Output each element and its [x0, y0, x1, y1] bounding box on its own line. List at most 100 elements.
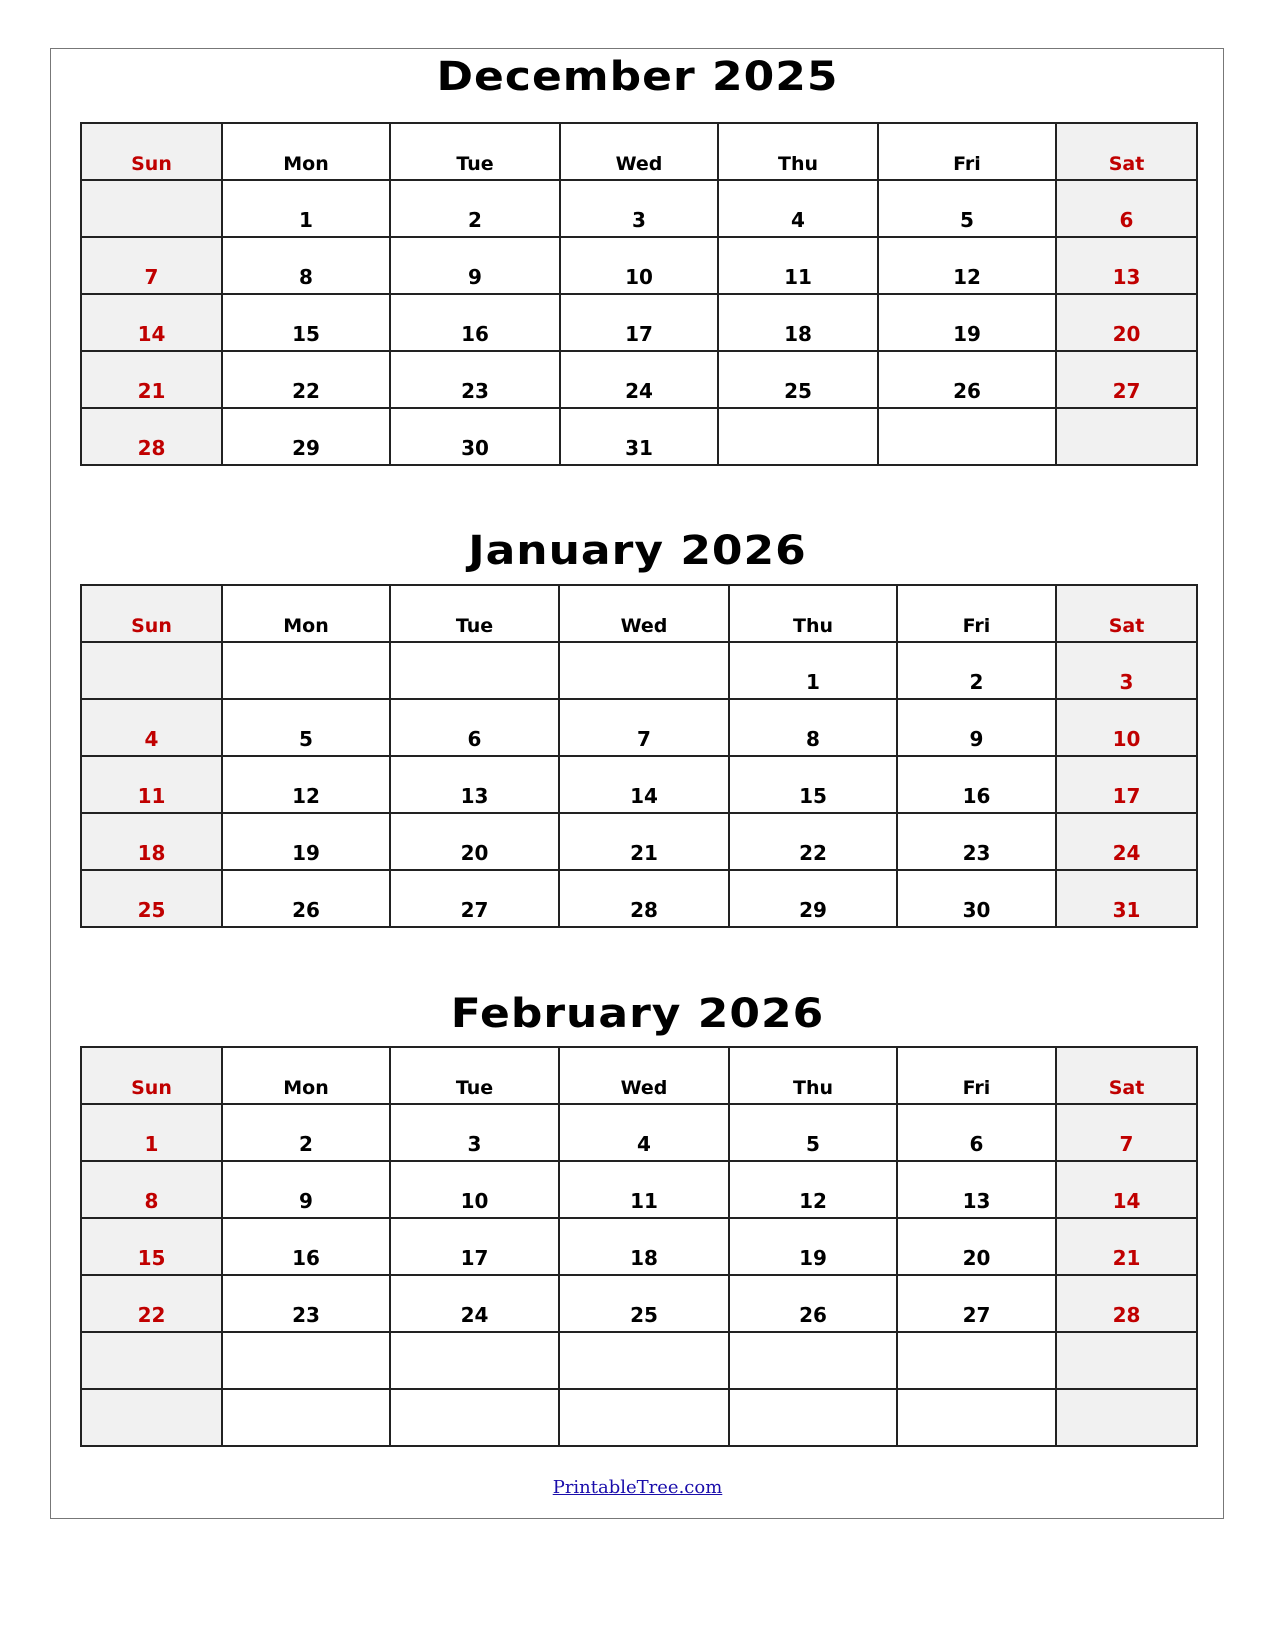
weekday-header-sat: Sat [1055, 122, 1198, 181]
weekday-header-fri: Fri [896, 1046, 1057, 1105]
day-cell: 12 [877, 236, 1057, 295]
day-cell: 17 [1055, 755, 1198, 814]
day-cell: 7 [558, 698, 730, 757]
day-cell: 24 [389, 1274, 560, 1333]
day-cell: 27 [1055, 350, 1198, 409]
footer-link[interactable]: PrintableTree.com [552, 1477, 723, 1498]
day-cell: 17 [389, 1217, 560, 1276]
empty-day-cell [389, 641, 560, 700]
week-row [80, 1331, 1198, 1390]
weekday-header-mon: Mon [221, 1046, 391, 1105]
day-cell: 21 [1055, 1217, 1198, 1276]
weekday-header-tue: Tue [389, 584, 560, 643]
day-cell: 20 [389, 812, 560, 871]
week-row: 8 9 10 11 12 13 14 [80, 1160, 1198, 1219]
day-cell: 14 [558, 755, 730, 814]
empty-day-cell [1055, 407, 1198, 466]
day-cell: 7 [1055, 1103, 1198, 1162]
day-cell: 26 [728, 1274, 898, 1333]
day-cell: 12 [728, 1160, 898, 1219]
day-cell: 22 [80, 1274, 223, 1333]
empty-day-cell [389, 1388, 560, 1447]
day-cell: 11 [717, 236, 879, 295]
day-cell: 5 [728, 1103, 898, 1162]
day-cell: 10 [389, 1160, 560, 1219]
day-cell: 11 [80, 755, 223, 814]
week-row: 25 26 27 28 29 30 31 [80, 869, 1198, 928]
day-cell: 24 [1055, 812, 1198, 871]
day-cell: 8 [221, 236, 391, 295]
day-cell: 2 [896, 641, 1057, 700]
day-cell: 15 [728, 755, 898, 814]
day-cell: 18 [558, 1217, 730, 1276]
day-cell: 23 [389, 350, 561, 409]
empty-day-cell [1055, 1388, 1198, 1447]
empty-day-cell [896, 1331, 1057, 1390]
month-title: December 2025 [436, 53, 839, 100]
weekday-header-thu: Thu [728, 1046, 898, 1105]
empty-day-cell [389, 1331, 560, 1390]
day-cell: 11 [558, 1160, 730, 1219]
empty-day-cell [80, 1388, 223, 1447]
day-cell: 31 [1055, 869, 1198, 928]
empty-day-cell [558, 1388, 730, 1447]
weekday-header-fri: Fri [877, 122, 1057, 181]
day-cell: 3 [1055, 641, 1198, 700]
empty-day-cell [80, 1331, 223, 1390]
day-cell: 21 [80, 350, 223, 409]
day-cell: 25 [717, 350, 879, 409]
weekday-header-row: Sun Mon Tue Wed Thu Fri Sat [80, 122, 1198, 181]
day-cell: 15 [221, 293, 391, 352]
day-cell: 29 [221, 407, 391, 466]
weekday-header-thu: Thu [728, 584, 898, 643]
week-row: 7 8 9 10 11 12 13 [80, 236, 1198, 295]
day-cell: 22 [728, 812, 898, 871]
day-cell: 20 [1055, 293, 1198, 352]
day-cell: 18 [717, 293, 879, 352]
weekday-header-mon: Mon [221, 122, 391, 181]
weekday-header-sat: Sat [1055, 1046, 1198, 1105]
day-cell: 16 [389, 293, 561, 352]
day-cell: 23 [221, 1274, 391, 1333]
day-cell: 13 [1055, 236, 1198, 295]
week-row: 11 12 13 14 15 16 17 [80, 755, 1198, 814]
weekday-header-sun: Sun [80, 584, 223, 643]
week-row: 21 22 23 24 25 26 27 [80, 350, 1198, 409]
day-cell: 9 [221, 1160, 391, 1219]
day-cell: 28 [1055, 1274, 1198, 1333]
day-cell: 17 [559, 293, 719, 352]
day-cell: 23 [896, 812, 1057, 871]
weekday-header-wed: Wed [558, 1046, 730, 1105]
day-cell: 5 [877, 179, 1057, 238]
weekday-header-row: Sun Mon Tue Wed Thu Fri Sat [80, 1046, 1198, 1105]
month-grid: Sun Mon Tue Wed Thu Fri Sat 1 2 3 4 5 6 7 8 9 10 11 12 13 14… [80, 122, 1198, 466]
day-cell: 30 [896, 869, 1057, 928]
day-cell: 6 [1055, 179, 1198, 238]
day-cell: 9 [896, 698, 1057, 757]
day-cell: 1 [728, 641, 898, 700]
day-cell: 1 [80, 1103, 223, 1162]
day-cell: 29 [728, 869, 898, 928]
day-cell: 3 [559, 179, 719, 238]
empty-day-cell [80, 641, 223, 700]
day-cell: 1 [221, 179, 391, 238]
day-cell: 21 [558, 812, 730, 871]
empty-day-cell [896, 1388, 1057, 1447]
day-cell: 8 [80, 1160, 223, 1219]
month-title: February 2026 [450, 990, 825, 1037]
day-cell: 2 [221, 1103, 391, 1162]
day-cell: 6 [896, 1103, 1057, 1162]
day-cell: 4 [80, 698, 223, 757]
day-cell: 16 [896, 755, 1057, 814]
day-cell: 13 [389, 755, 560, 814]
week-row: 28 29 30 31 [80, 407, 1198, 466]
day-cell: 27 [389, 869, 560, 928]
weekday-header-row: Sun Mon Tue Wed Thu Fri Sat [80, 584, 1198, 643]
day-cell: 19 [728, 1217, 898, 1276]
day-cell: 26 [221, 869, 391, 928]
day-cell: 4 [717, 179, 879, 238]
day-cell: 10 [559, 236, 719, 295]
page-border [50, 48, 1224, 1519]
day-cell: 3 [389, 1103, 560, 1162]
day-cell: 12 [221, 755, 391, 814]
